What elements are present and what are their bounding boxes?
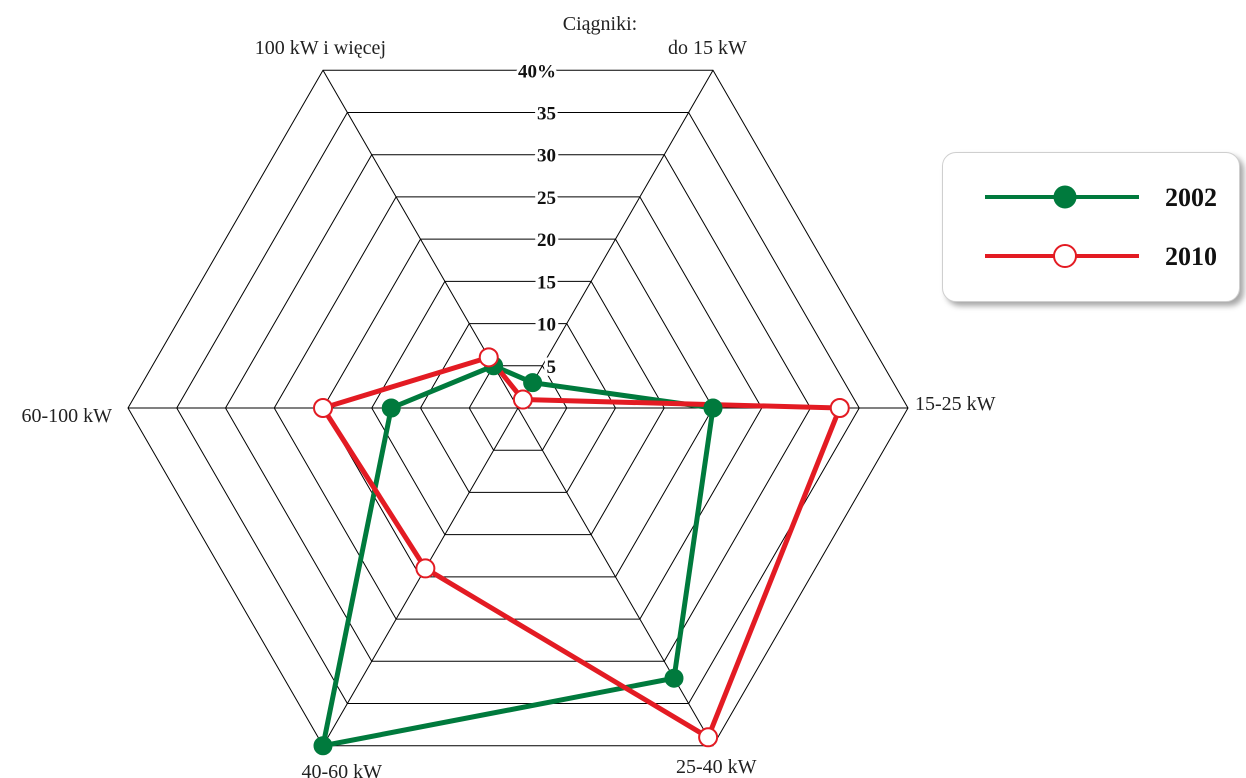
legend-items: 2002 2010 (985, 183, 1217, 271)
axis-label: 25-40 kW (676, 756, 757, 778)
data-point-2010 (829, 398, 850, 418)
r-tick-label: 20 (537, 230, 556, 251)
legend-label: 2010 (1165, 242, 1217, 271)
series-line-2010 (319, 354, 844, 741)
data-point-2010 (698, 727, 719, 748)
data-point-2002 (664, 668, 684, 688)
data-point-2002 (523, 373, 543, 393)
data-point-2002 (703, 398, 723, 418)
axis-label: 15-25 kW (915, 393, 996, 415)
spoke-line (517, 70, 714, 409)
legend-entry-2010: 2010 (985, 242, 1217, 271)
r-tick-label: 30 (537, 146, 556, 167)
spoke-line (517, 407, 714, 746)
data-point-2002 (313, 736, 333, 756)
legend-marker (1053, 185, 1077, 209)
axis-label: 40-60 kW (301, 761, 382, 778)
r-tick-label: 10 (537, 315, 556, 336)
chart-title: Ciągniki: (563, 13, 637, 35)
axis-label: do 15 kW (668, 37, 747, 59)
r-tick-label: 35 (537, 103, 556, 124)
r-tick-label: 15 (537, 272, 556, 293)
data-point-2010 (415, 558, 436, 579)
series-line-2002 (319, 363, 716, 749)
legend-marker (1053, 244, 1077, 268)
r-tick-label: 25 (537, 188, 556, 209)
r-tick-label: 40% (518, 61, 556, 82)
data-point-2010 (512, 389, 533, 410)
axis-label: 100 kW i więcej (255, 37, 386, 59)
data-point-2010 (313, 398, 333, 418)
data-point-2010 (478, 347, 499, 368)
legend: 2002 2010 (942, 152, 1240, 302)
legend-entry-2002: 2002 (985, 183, 1217, 212)
legend-label: 2002 (1165, 183, 1217, 212)
r-tick-label: 5 (547, 357, 557, 378)
data-point-2002 (381, 398, 401, 418)
axis-label: 60-100 kW (21, 405, 112, 427)
